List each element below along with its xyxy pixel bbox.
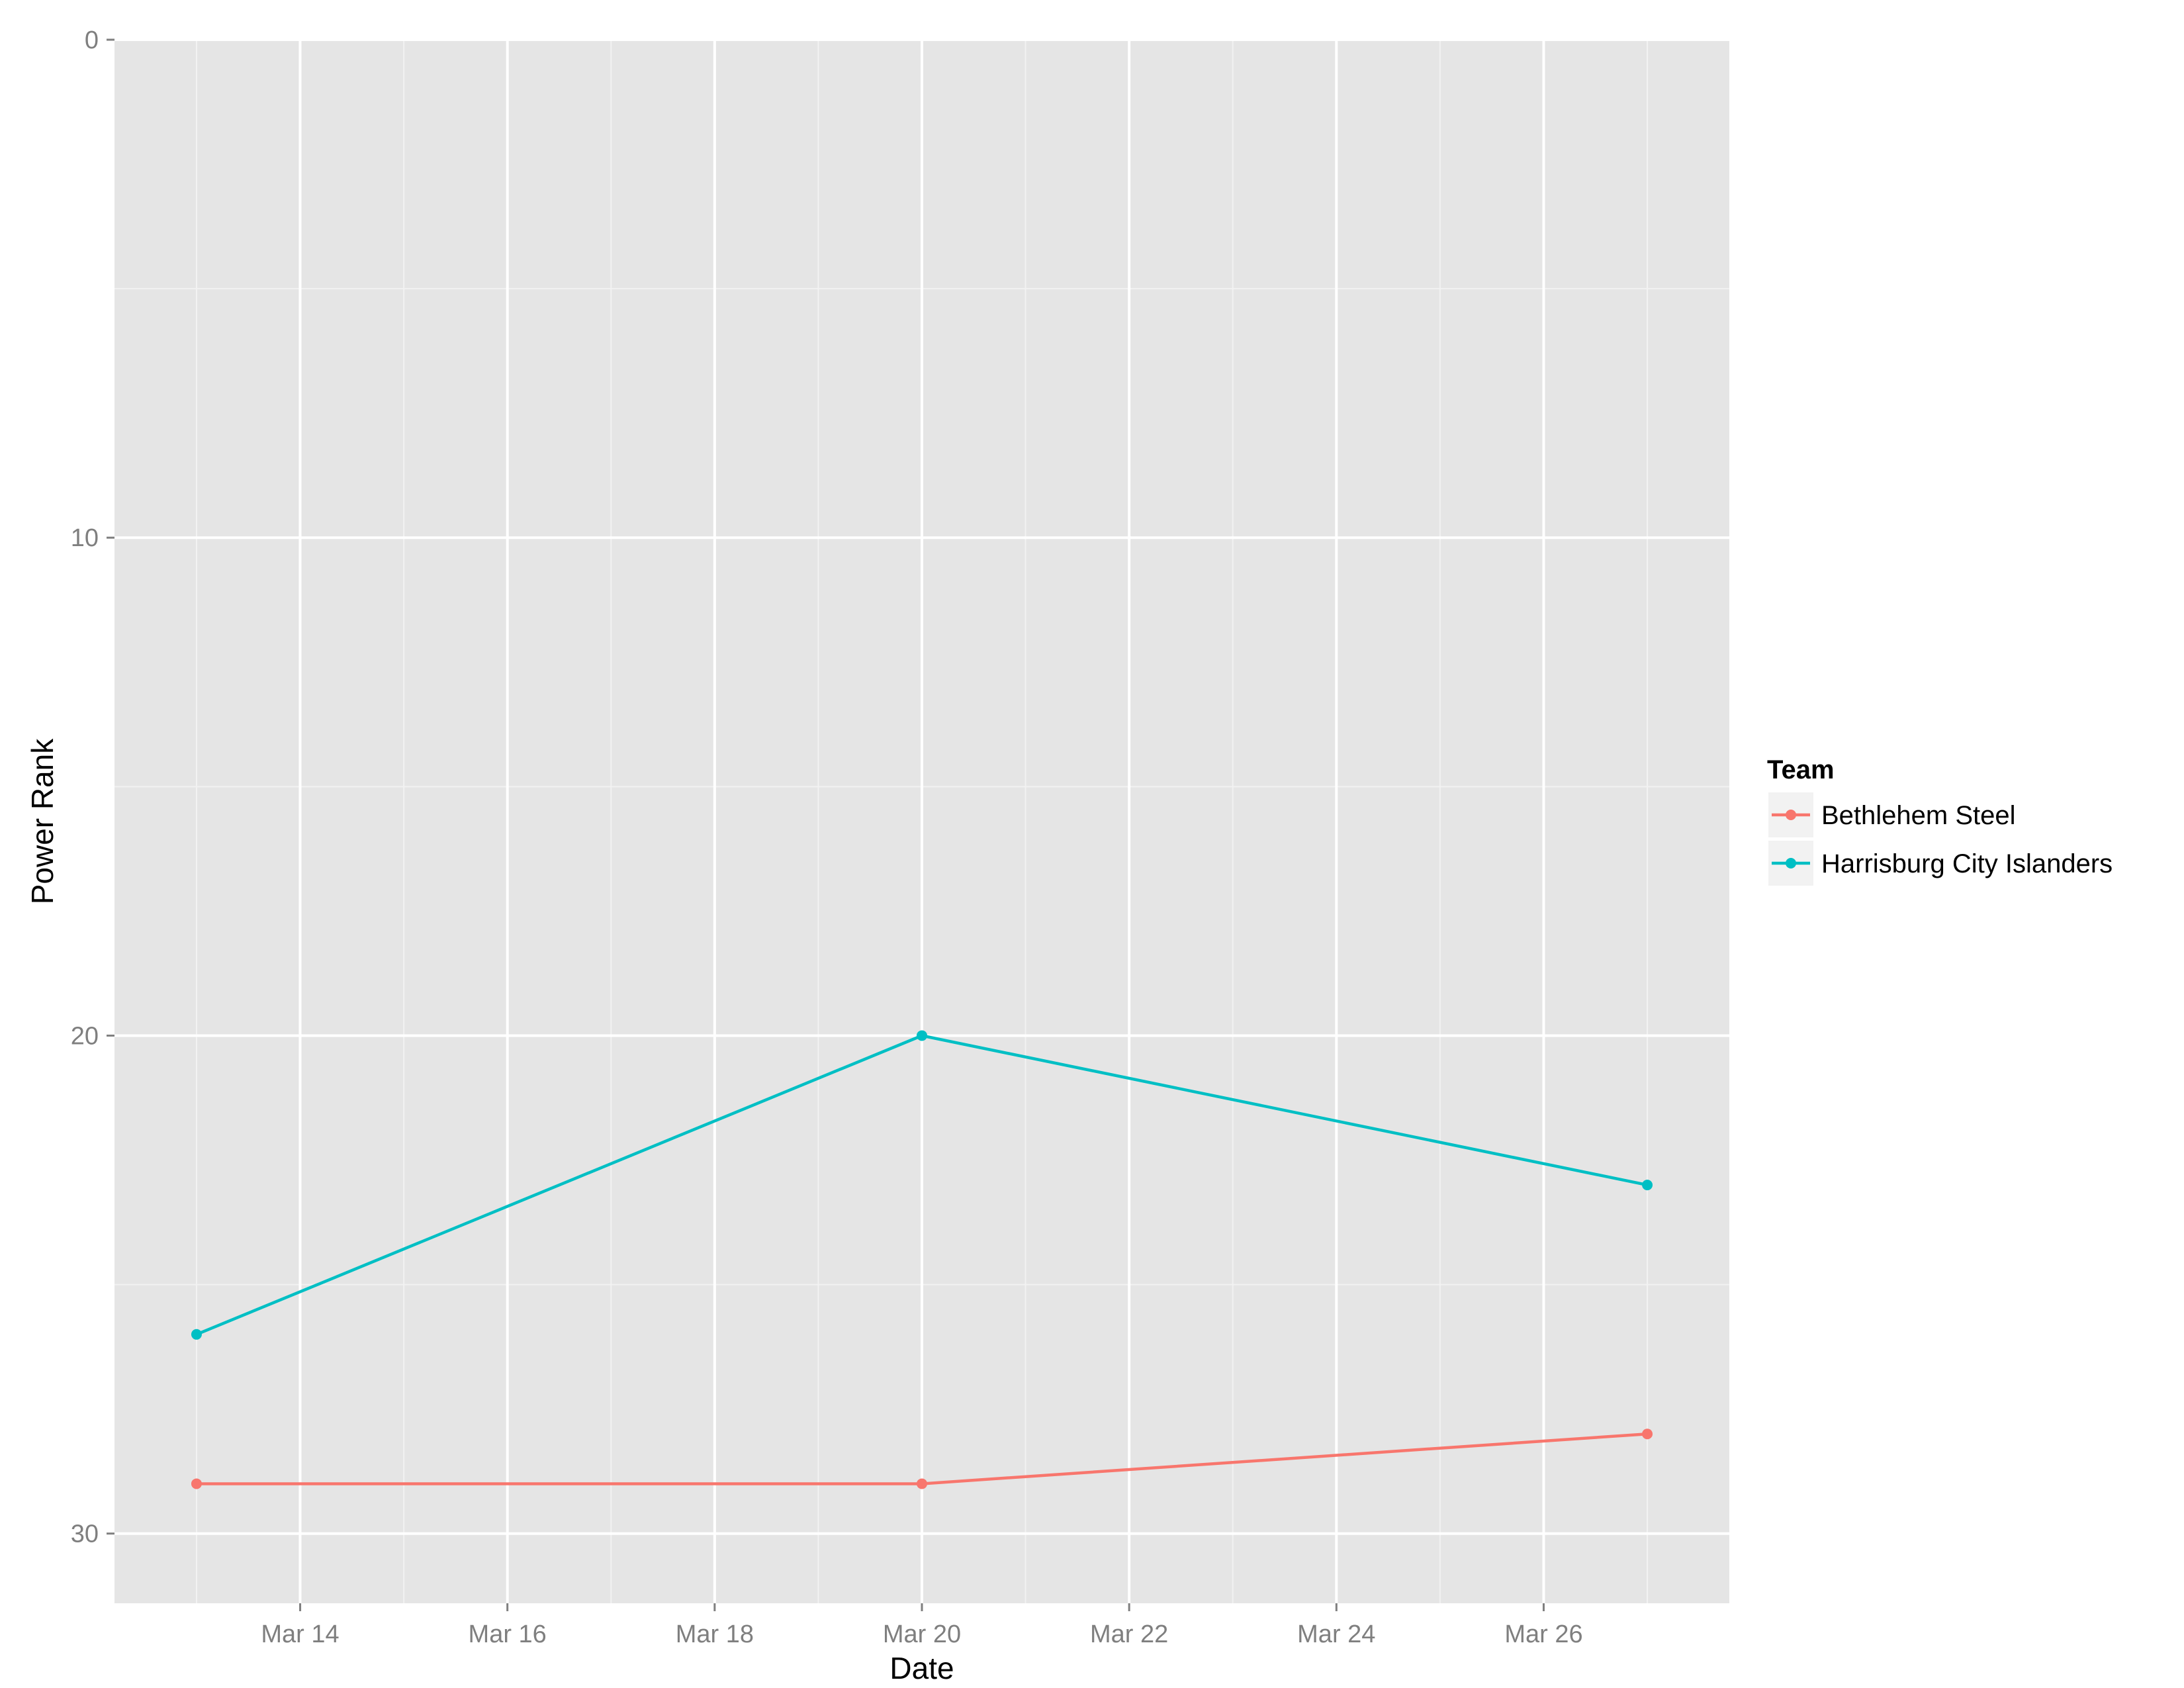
- data-point: [917, 1478, 927, 1489]
- legend-key-point: [1786, 858, 1796, 868]
- series-layer: [191, 1030, 1653, 1489]
- legend-title: Team: [1767, 755, 1835, 784]
- data-point: [191, 1329, 202, 1340]
- legend-key-point: [1786, 810, 1796, 820]
- x-axis-title: Date: [889, 1651, 954, 1685]
- x-tick-label: Mar 20: [883, 1620, 961, 1648]
- y-tick-label: 20: [71, 1022, 99, 1050]
- x-tick-label: Mar 24: [1297, 1620, 1375, 1648]
- y-axis-title: Power Rank: [25, 738, 60, 905]
- data-point: [191, 1478, 202, 1489]
- y-tick-label: 30: [71, 1521, 99, 1548]
- axis-layer: 0 10 20 30 Mar 14 Mar 16 Mar 18 Mar 20 Mar 22 Mar…: [71, 26, 1583, 1648]
- y-tick-label: 0: [85, 26, 99, 54]
- y-tick-label: 10: [71, 524, 99, 552]
- x-tick-label: Mar 18: [676, 1620, 754, 1648]
- legend-label: Harrisburg City Islanders: [1821, 849, 2113, 878]
- data-point: [1642, 1180, 1653, 1191]
- data-point: [917, 1030, 927, 1041]
- x-tick-label: Mar 22: [1090, 1620, 1168, 1648]
- data-point: [1642, 1429, 1653, 1440]
- legend-label: Bethlehem Steel: [1821, 801, 2016, 830]
- x-tick-label: Mar 26: [1504, 1620, 1582, 1648]
- legend: Team Bethlehem Steel Harrisburg City Isla…: [1767, 755, 2113, 886]
- x-tick-label: Mar 14: [261, 1620, 339, 1648]
- x-tick-label: Mar 16: [469, 1620, 547, 1648]
